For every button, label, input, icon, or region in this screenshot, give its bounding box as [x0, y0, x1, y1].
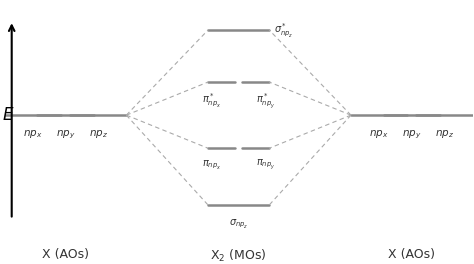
Text: $\pi^*_{np_y}$: $\pi^*_{np_y}$	[256, 91, 276, 111]
Text: $np_x$: $np_x$	[23, 128, 43, 140]
Text: $\pi^*_{np_x}$: $\pi^*_{np_x}$	[201, 91, 221, 109]
Text: $np_z$: $np_z$	[89, 128, 108, 140]
Text: $E$: $E$	[2, 106, 15, 124]
Text: X (AOs): X (AOs)	[42, 248, 89, 261]
Text: $np_x$: $np_x$	[369, 128, 389, 140]
Text: $\pi_{np_x}$: $\pi_{np_x}$	[201, 158, 221, 171]
Text: $\pi_{np_y}$: $\pi_{np_y}$	[256, 158, 276, 172]
Text: $np_y$: $np_y$	[402, 128, 421, 140]
Text: $np_y$: $np_y$	[56, 128, 75, 140]
Text: X (AOs): X (AOs)	[388, 248, 435, 261]
Text: $np_z$: $np_z$	[435, 128, 454, 140]
Text: X$_2$ (MOs): X$_2$ (MOs)	[210, 248, 267, 264]
Text: $\sigma_{np_z}$: $\sigma_{np_z}$	[229, 217, 248, 230]
Text: $\sigma^*_{np_z}$: $\sigma^*_{np_z}$	[274, 21, 293, 39]
